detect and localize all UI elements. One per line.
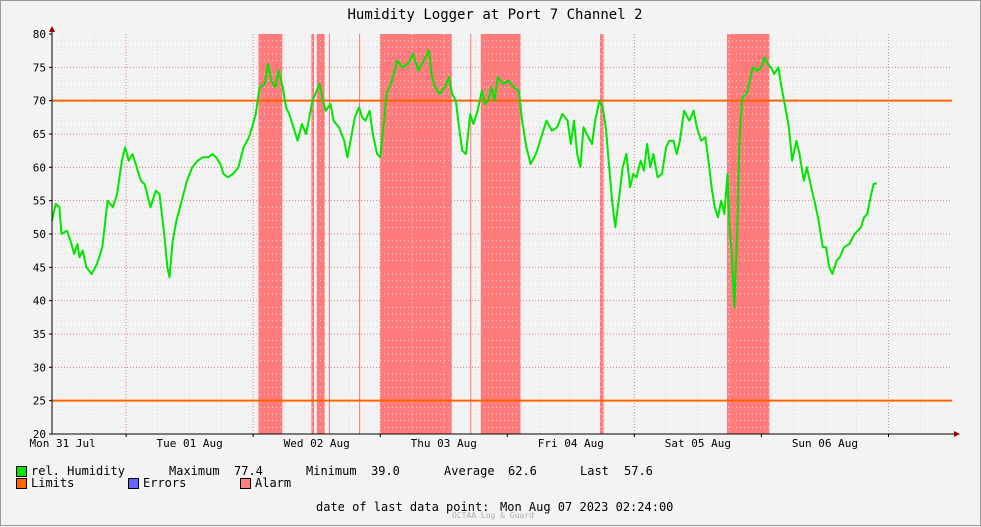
- stat-maximum-value: 77.4: [234, 464, 263, 478]
- chart-title: Humidity Logger at Port 7 Channel 2: [347, 7, 642, 23]
- y-tick-label: 40: [33, 295, 46, 308]
- legend-swatch-limits: [16, 478, 27, 489]
- alarm-band-6: [470, 34, 472, 434]
- y-tick-label: 50: [33, 228, 46, 241]
- y-tick-label: 45: [33, 261, 46, 274]
- y-tick-label: 55: [33, 195, 46, 208]
- stat-last-value: 57.6: [624, 464, 653, 478]
- y-tick-labels: 20 25 30 35 40 45 50 55 60 65 70 75 80: [33, 28, 52, 441]
- x-tick-label: Mon 31 Jul: [29, 437, 95, 450]
- y-tick-label: 60: [33, 161, 46, 174]
- last-data-point-label: date of last data point:: [316, 500, 490, 514]
- legend-swatch-errors: [128, 478, 139, 489]
- legend-label-limits: Limits: [31, 476, 75, 490]
- y-tick-label: 75: [33, 61, 46, 74]
- watermark: OCTAA Log & Guard: [452, 511, 534, 520]
- legend-label-humidity: rel. Humidity: [31, 464, 125, 478]
- stat-average-label: Average: [444, 464, 495, 478]
- legend-label-errors: Errors: [143, 476, 187, 490]
- legend-label-alarm: Alarm: [255, 476, 292, 490]
- x-tick-label: Wed 02 Aug: [284, 437, 350, 450]
- legend-swatch-humidity: [16, 466, 27, 477]
- y-tick-label: 25: [33, 395, 46, 408]
- series-line-0: [51, 49, 878, 309]
- x-tick-label: Tue 01 Aug: [157, 437, 223, 450]
- stat-maximum-label: Maximum: [169, 464, 220, 478]
- alarm-band-2: [316, 34, 325, 434]
- x-tick-label: Sun 06 Aug: [792, 437, 858, 450]
- alarm-band-3: [328, 34, 330, 434]
- y-tick-label: 20: [33, 428, 46, 441]
- y-tick-label: 30: [33, 361, 46, 374]
- x-tick-label: Thu 03 Aug: [411, 437, 477, 450]
- y-tick-label: 65: [33, 128, 46, 141]
- series-layer: [51, 49, 878, 309]
- stat-last-label: Last: [580, 464, 609, 478]
- alarm-band-1: [311, 34, 315, 434]
- last-data-point-value: Mon Aug 07 2023 02:24:00: [500, 500, 674, 514]
- y-axis-arrow: [49, 26, 55, 32]
- x-tick-label: Fri 04 Aug: [538, 437, 604, 450]
- y-tick-label: 35: [33, 328, 46, 341]
- axes: [49, 26, 960, 437]
- y-tick-label: 80: [33, 28, 46, 41]
- x-tick-labels: Mon 31 Jul Tue 01 Aug Wed 02 Aug Thu 03 Aug…: [29, 434, 889, 450]
- stat-minimum-value: 39.0: [371, 464, 400, 478]
- alarm-band-0: [258, 34, 283, 434]
- stat-average-value: 62.6: [508, 464, 537, 478]
- x-axis-arrow: [954, 431, 960, 437]
- limit-lines: [52, 99, 952, 402]
- x-tick-label: Sat 05 Aug: [665, 437, 731, 450]
- alarm-band-4: [359, 34, 361, 434]
- legend-swatch-alarm: [240, 478, 251, 489]
- stat-minimum-label: Minimum: [306, 464, 357, 478]
- y-tick-label: 70: [33, 95, 46, 108]
